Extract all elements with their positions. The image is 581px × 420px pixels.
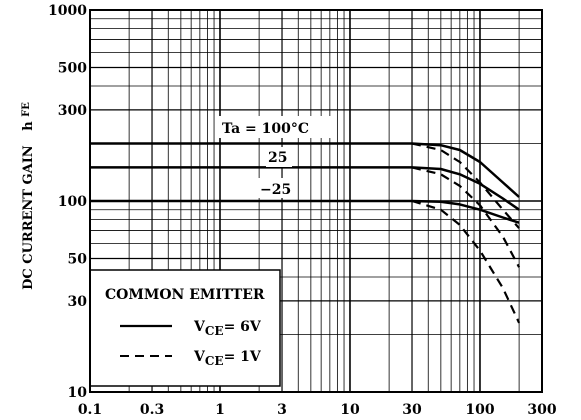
y-tick-label: 30 [68, 294, 88, 310]
legend-dashed-value: = 1V [224, 349, 262, 365]
y-tick-label: 50 [68, 251, 88, 267]
legend-box [89, 269, 281, 387]
y-axis-label-subscript: FE [21, 102, 32, 117]
annotation-ta25-bg [266, 147, 292, 167]
y-tick-label: 300 [58, 103, 87, 119]
svg-text:DC CURRENT GAIN h: DC CURRENT GAIN h FE [21, 102, 36, 290]
legend-solid-value: = 6V [224, 319, 262, 335]
annotation-ta100-bg [218, 116, 336, 138]
series-lines [90, 142, 521, 324]
y-axis-label-text: DC CURRENT GAIN [21, 145, 36, 290]
annotation-ta-100: Ta = 100°C [222, 121, 309, 137]
legend-solid-symbol: V [193, 319, 206, 335]
annotation-ta-minus-25: −25 [260, 182, 291, 198]
x-tick-label: 1 [215, 402, 225, 418]
y-tick-label: 1000 [48, 3, 87, 19]
y-tick-label: 10 [68, 385, 88, 401]
annotation-ta-25: 25 [268, 150, 287, 166]
y-tick-label: 500 [58, 60, 87, 76]
series-line-dashed [411, 199, 521, 324]
x-tick-label: 10 [340, 402, 360, 418]
y-tick-label: 100 [58, 194, 87, 210]
legend: COMMON EMITTER VCE= 6V VCE= 1V [89, 269, 281, 387]
legend-solid-label: VCE= 6V [193, 319, 262, 338]
series-line-dashed [411, 142, 520, 229]
legend-solid-sub: CE [205, 324, 224, 338]
x-tick-label: 0.3 [140, 402, 164, 418]
annotation-tam25-bg [256, 178, 292, 198]
plot-frame [89, 9, 543, 393]
x-tick-label: 30 [402, 402, 422, 418]
x-tick-label: 300 [527, 402, 556, 418]
legend-dashed-label: VCE= 1V [193, 349, 262, 368]
series-line-solid [90, 142, 520, 198]
legend-dashed-symbol: V [193, 349, 206, 365]
y-axis-label: DC CURRENT GAIN h FE [21, 102, 36, 290]
x-tick-label: 0.1 [78, 402, 102, 418]
x-tick-label: 100 [465, 402, 494, 418]
y-axis-label-symbol: h [21, 121, 36, 131]
series-line-dashed [411, 166, 521, 268]
legend-dashed-sub: CE [205, 354, 224, 368]
x-tick-label: 3 [277, 402, 287, 418]
legend-title: COMMON EMITTER [105, 287, 265, 303]
y-tick-labels: 1000 500 300 100 50 30 10 [48, 3, 87, 401]
x-tick-labels: 0.1 0.3 1 3 10 30 100 300 [78, 402, 557, 418]
